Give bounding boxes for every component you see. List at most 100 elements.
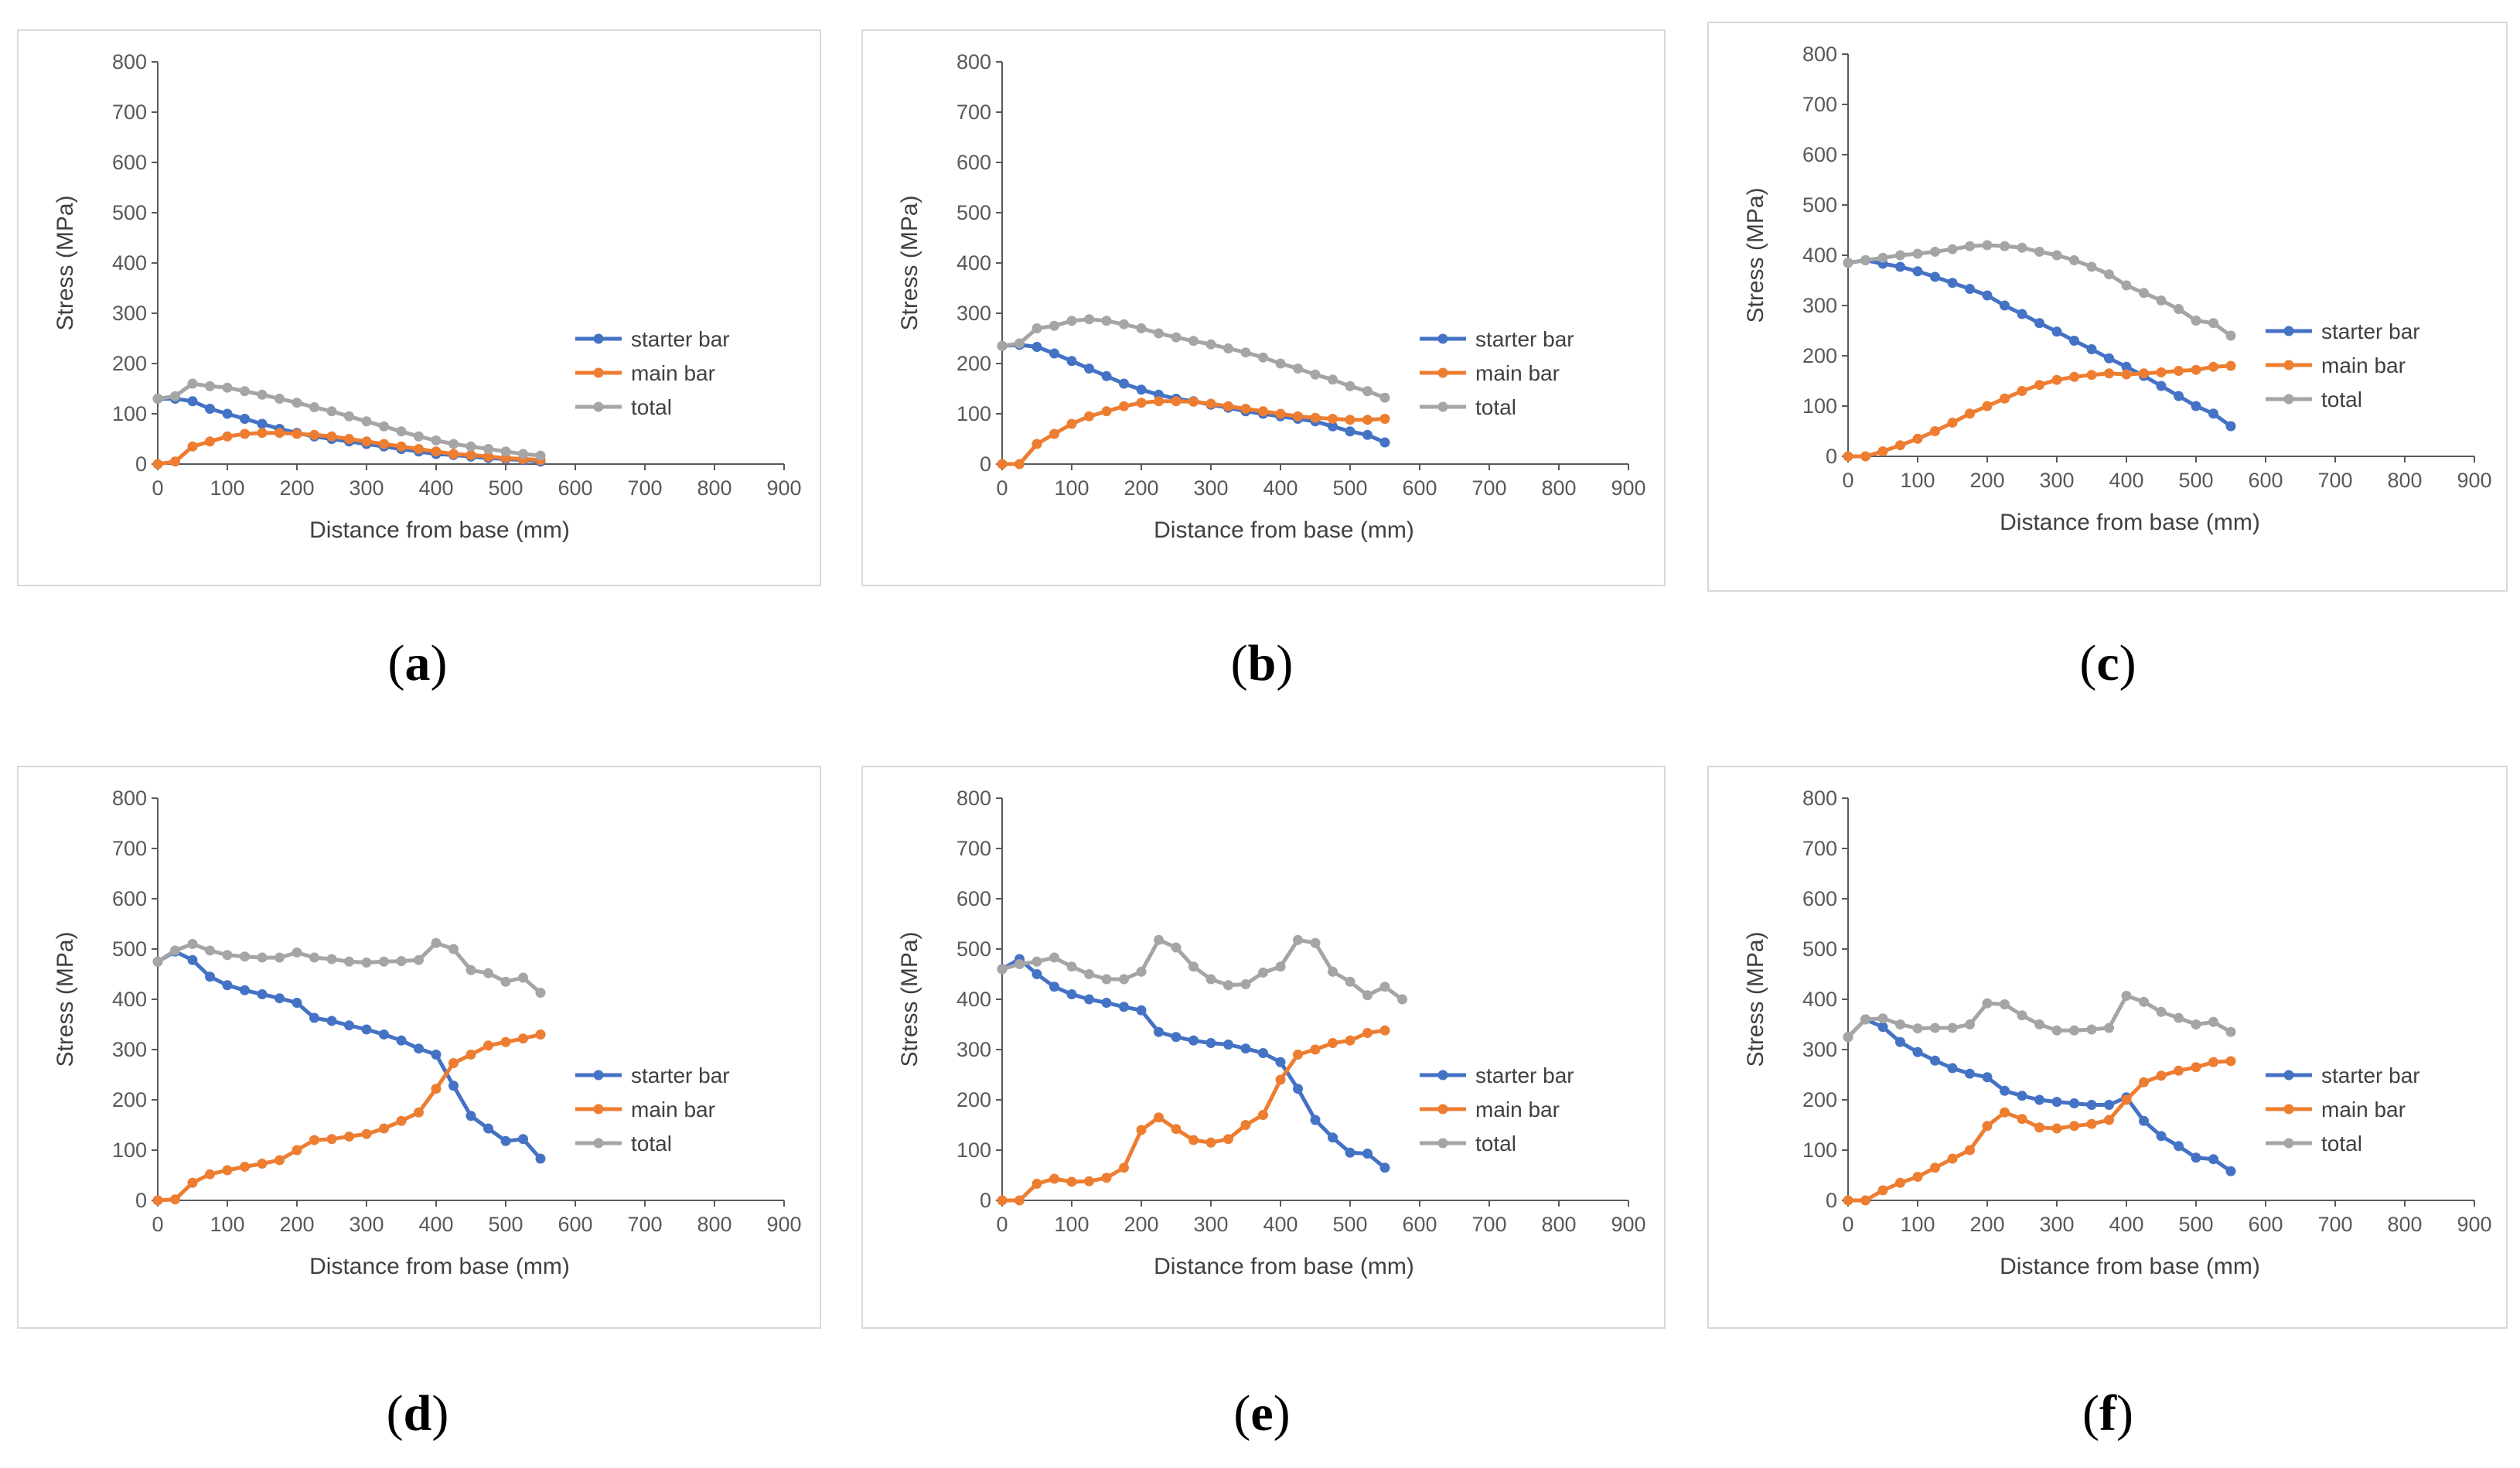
chart-svg: 0 100 200 300 400 500 600 700 800 0 100 200 300 400 50… bbox=[53, 50, 802, 543]
data-point bbox=[2174, 1141, 2184, 1152]
data-point bbox=[2000, 300, 2010, 311]
data-point bbox=[483, 1123, 493, 1134]
data-point bbox=[1860, 451, 1870, 462]
chart-panel-a: 0 100 200 300 400 500 600 700 800 0 100 200 300 400 50… bbox=[17, 29, 821, 586]
data-point bbox=[2225, 360, 2236, 371]
data-point bbox=[205, 381, 215, 391]
y-tick-label: 0 bbox=[1826, 445, 1837, 468]
x-tick-label: 0 bbox=[996, 476, 1008, 500]
data-point bbox=[2069, 1098, 2079, 1109]
legend-marker bbox=[2283, 326, 2294, 336]
data-point bbox=[2017, 309, 2027, 319]
data-point bbox=[2000, 241, 2010, 251]
data-point bbox=[2174, 1012, 2184, 1023]
data-point bbox=[1310, 937, 1321, 948]
data-point bbox=[1877, 446, 1888, 456]
data-point bbox=[1014, 338, 1025, 349]
data-point bbox=[2000, 393, 2010, 404]
data-point bbox=[2208, 1154, 2218, 1165]
data-point bbox=[240, 428, 250, 439]
legend-label: main bar bbox=[1475, 1098, 1560, 1121]
data-point bbox=[518, 1134, 528, 1145]
data-point bbox=[1328, 1038, 1338, 1049]
data-point bbox=[2156, 367, 2167, 377]
x-tick-label: 0 bbox=[152, 476, 163, 500]
x-axis-title: Distance from base (mm) bbox=[1154, 1254, 1414, 1279]
chart-panel-e: 0 100 200 300 400 500 600 700 800 0 100 200 300 400 50… bbox=[861, 766, 1666, 1329]
data-point bbox=[1049, 1173, 1059, 1184]
series-starter bbox=[1843, 1014, 2236, 1176]
y-tick-label: 200 bbox=[1802, 344, 1837, 367]
x-tick-label: 600 bbox=[558, 1213, 592, 1236]
data-point bbox=[292, 428, 302, 439]
data-point bbox=[1066, 356, 1077, 367]
y-tick-label: 300 bbox=[112, 1038, 147, 1061]
panel-caption-letter: a bbox=[404, 635, 431, 691]
x-tick-label: 0 bbox=[996, 1213, 1008, 1236]
data-point bbox=[222, 950, 233, 961]
y-tick-label: 0 bbox=[135, 1189, 147, 1212]
data-point bbox=[1084, 314, 1094, 325]
x-tick-label: 700 bbox=[1471, 1213, 1506, 1236]
data-point bbox=[2069, 336, 2079, 346]
x-tick-label: 600 bbox=[2248, 469, 2283, 492]
data-point bbox=[2208, 361, 2218, 372]
x-tick-label: 600 bbox=[2248, 1213, 2283, 1236]
y-tick-label: 500 bbox=[957, 201, 991, 224]
data-point bbox=[222, 408, 233, 419]
x-tick-label: 400 bbox=[2109, 1213, 2143, 1236]
data-point bbox=[1084, 994, 1094, 1005]
x-tick-label: 600 bbox=[1402, 476, 1437, 500]
x-tick-label: 700 bbox=[1471, 476, 1506, 500]
data-point bbox=[152, 394, 163, 404]
data-point bbox=[1947, 244, 1958, 254]
data-point bbox=[170, 1194, 180, 1205]
data-point bbox=[2104, 1115, 2114, 1125]
data-point bbox=[2051, 326, 2062, 337]
data-point bbox=[448, 439, 459, 449]
x-tick-label: 900 bbox=[1611, 1213, 1645, 1236]
data-point bbox=[2225, 421, 2236, 432]
data-point bbox=[1066, 1176, 1077, 1187]
data-point bbox=[1930, 1162, 1940, 1173]
y-tick-label: 800 bbox=[112, 787, 147, 810]
y-tick-label: 500 bbox=[1802, 937, 1837, 961]
data-point bbox=[1275, 358, 1286, 369]
data-point bbox=[1258, 352, 1268, 363]
data-point bbox=[414, 444, 424, 454]
y-tick-label: 700 bbox=[957, 837, 991, 860]
data-point bbox=[1014, 959, 1025, 969]
data-point bbox=[2121, 990, 2132, 1001]
x-tick-label: 900 bbox=[2457, 1213, 2491, 1236]
data-point bbox=[2086, 261, 2097, 272]
data-point bbox=[1032, 956, 1042, 967]
data-point bbox=[1293, 364, 1303, 374]
data-point bbox=[1965, 408, 1975, 419]
x-tick-label: 300 bbox=[2039, 469, 2074, 492]
data-point bbox=[1084, 364, 1094, 374]
data-point bbox=[257, 989, 268, 999]
legend-item-total: total bbox=[2266, 1132, 2362, 1156]
data-point bbox=[1310, 412, 1321, 423]
panel-caption: (b) bbox=[1230, 635, 1294, 691]
data-point bbox=[1205, 398, 1216, 409]
data-point bbox=[1101, 998, 1112, 1009]
data-point bbox=[448, 449, 459, 459]
data-point bbox=[465, 449, 476, 460]
data-point bbox=[1240, 404, 1251, 414]
x-axis-title: Distance from base (mm) bbox=[1154, 517, 1414, 543]
y-tick-label: 200 bbox=[957, 352, 991, 375]
legend-label: starter bar bbox=[631, 1063, 730, 1087]
x-tick-label: 800 bbox=[697, 1213, 731, 1236]
data-point bbox=[1947, 1022, 1958, 1033]
legend-item-main: main bar bbox=[575, 1098, 715, 1121]
panel-caption-letter: c bbox=[2096, 635, 2119, 691]
data-point bbox=[465, 1050, 476, 1060]
x-axis-title: Distance from base (mm) bbox=[309, 517, 570, 543]
data-point bbox=[275, 394, 285, 404]
x-tick-label: 200 bbox=[1124, 1213, 1158, 1236]
series-main bbox=[997, 1025, 1390, 1206]
y-tick-label: 300 bbox=[1802, 294, 1837, 317]
series-total bbox=[1843, 240, 2236, 341]
data-point bbox=[1275, 408, 1286, 419]
